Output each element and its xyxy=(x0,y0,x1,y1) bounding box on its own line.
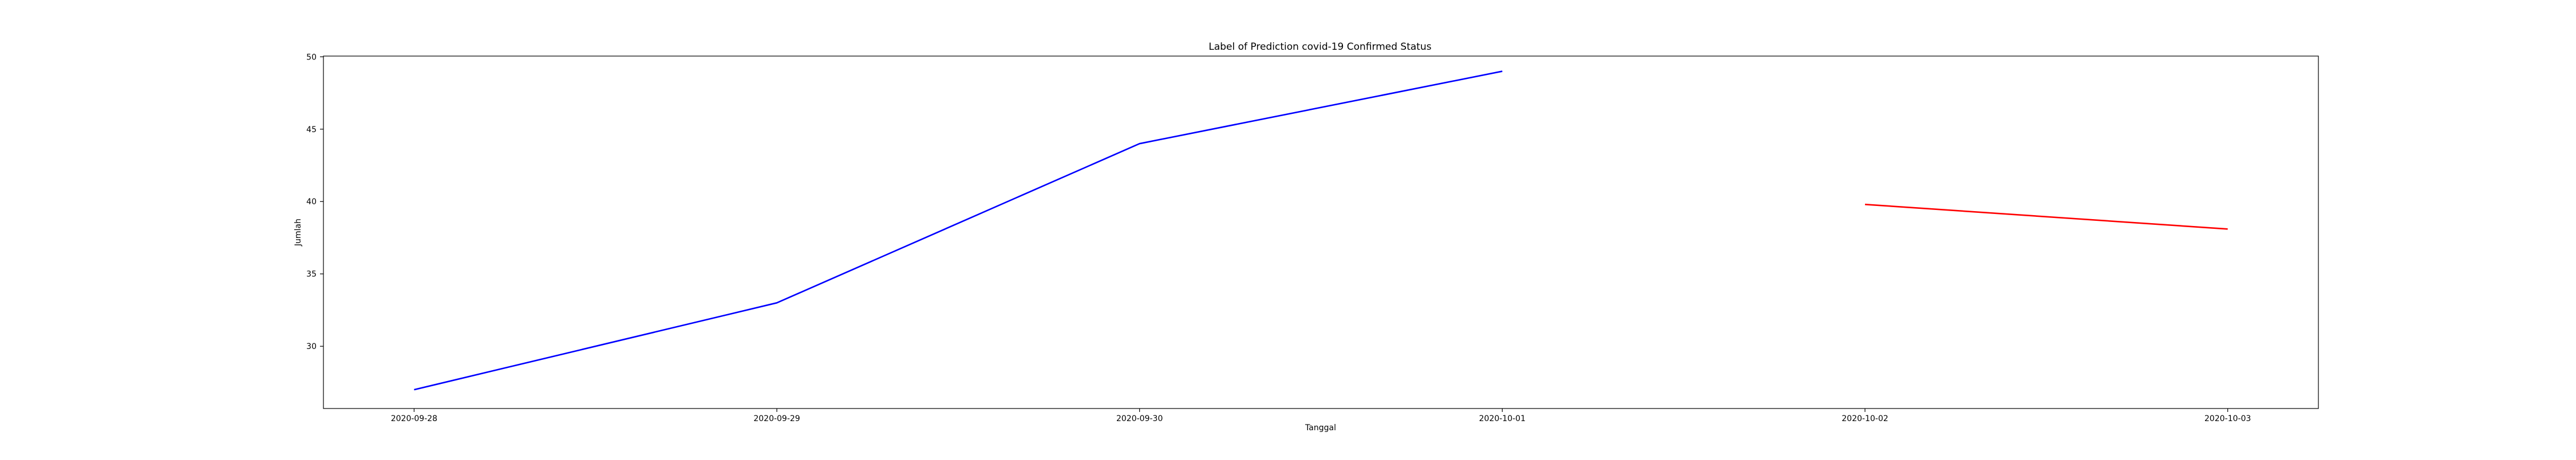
y-tick-label: 45 xyxy=(306,125,317,134)
y-tick-label: 40 xyxy=(306,197,317,207)
series-line-1 xyxy=(414,70,1503,391)
x-tick-label: 2020-10-03 xyxy=(2204,414,2251,423)
y-tick-label: 50 xyxy=(306,53,317,62)
plot-area xyxy=(414,70,2228,391)
x-tick-label: 2020-09-30 xyxy=(1116,414,1163,423)
x-axis: 2020-09-28 2020-09-29 2020-09-30 2020-10-01… xyxy=(391,409,2251,423)
x-tick-label: 2020-10-02 xyxy=(1842,414,1888,423)
y-axis-label: Jumlah xyxy=(294,219,303,247)
series-line-2 xyxy=(1864,204,2228,230)
x-tick-label: 2020-09-29 xyxy=(753,414,800,423)
chart-title: Label of Prediction covid-19 Confirmed S… xyxy=(1208,41,1431,53)
y-tick-label: 35 xyxy=(306,270,317,279)
y-tick-label: 30 xyxy=(306,342,317,351)
x-tick-label: 2020-10-01 xyxy=(1479,414,1526,423)
x-axis-label: Tanggal xyxy=(1305,423,1336,433)
axes-frame xyxy=(323,55,2319,409)
x-tick-label: 2020-09-28 xyxy=(391,414,437,423)
y-axis: 30 35 40 45 50 xyxy=(306,53,323,351)
